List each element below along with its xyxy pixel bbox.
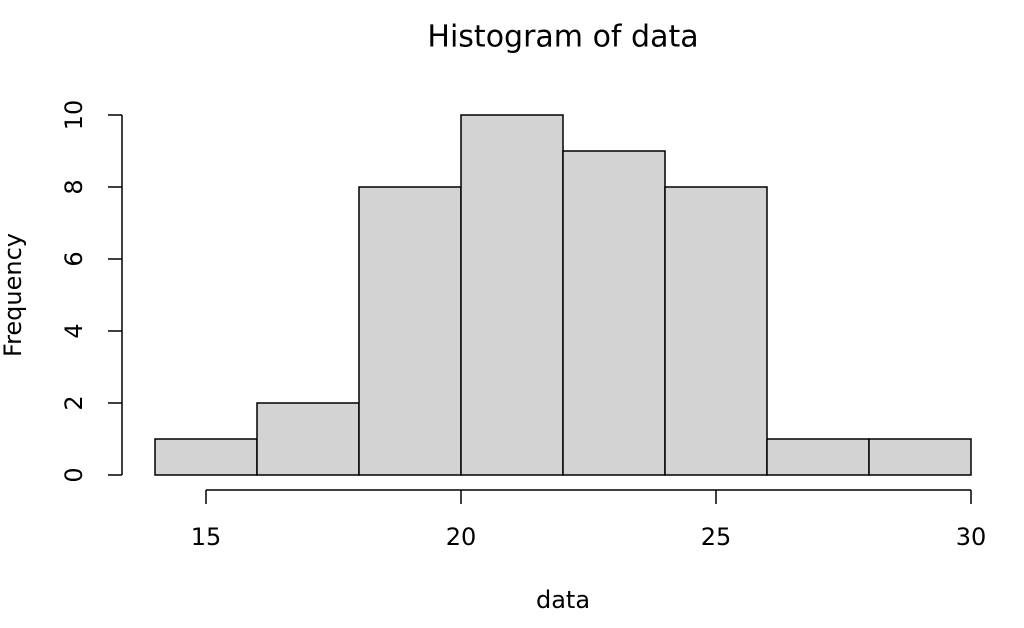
x-tick-label: 15 [191, 523, 222, 551]
bar [562, 150, 666, 476]
bar [766, 438, 870, 476]
bar [868, 438, 972, 476]
x-tick-label: 20 [446, 523, 477, 551]
x-axis-label: data [536, 586, 590, 614]
bar [358, 186, 462, 476]
y-tick-label: 2 [60, 395, 88, 410]
bar [664, 186, 768, 476]
bar [460, 114, 564, 476]
y-tick-label: 4 [60, 323, 88, 338]
chart-title: Histogram of data [427, 20, 698, 55]
y-tick-label: 10 [60, 100, 88, 131]
x-tick-label: 30 [956, 523, 987, 551]
y-tick-label: 0 [60, 467, 88, 482]
x-tick-label: 25 [701, 523, 732, 551]
bar [256, 402, 360, 476]
y-tick-label: 6 [60, 251, 88, 266]
y-axis-label: Frequency [0, 233, 27, 357]
bar [154, 438, 258, 476]
y-tick-label: 8 [60, 179, 88, 194]
